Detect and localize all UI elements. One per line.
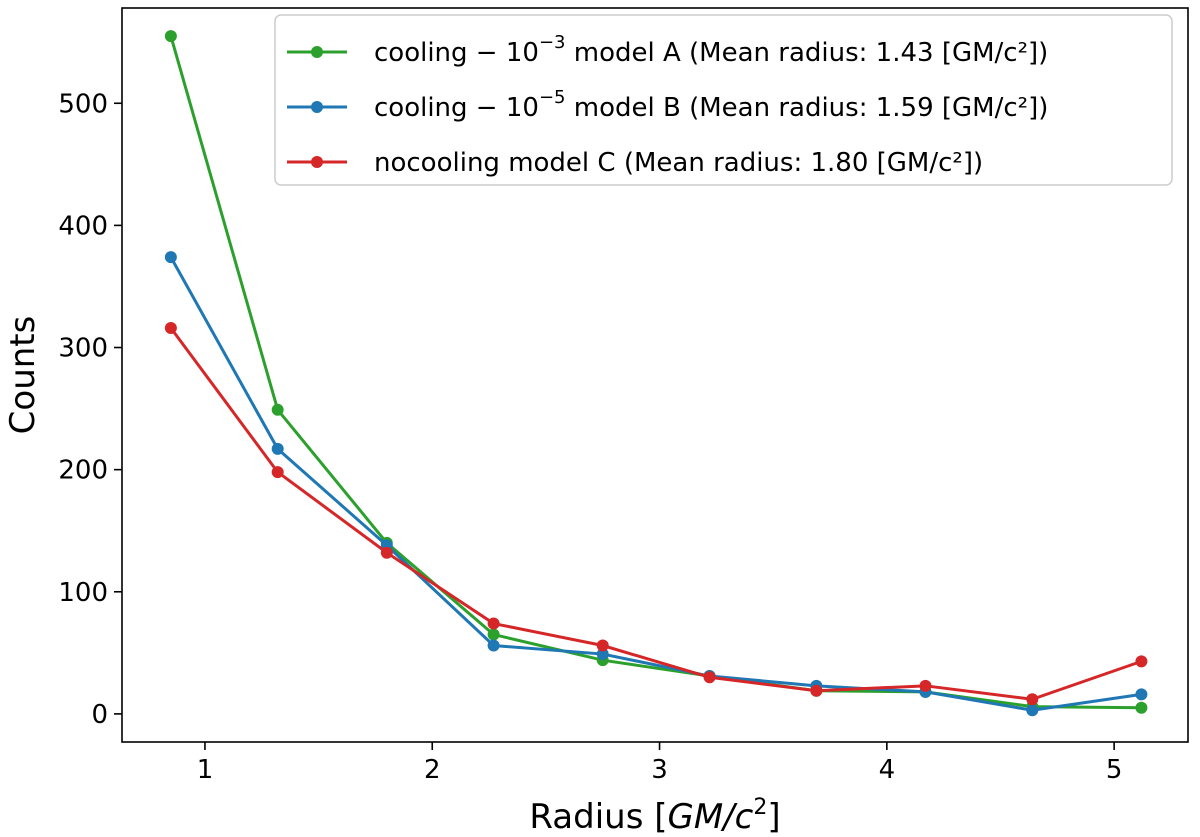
data-point bbox=[164, 30, 177, 43]
data-point bbox=[271, 466, 284, 479]
legend-marker bbox=[311, 46, 323, 58]
data-point bbox=[810, 684, 823, 697]
legend-marker bbox=[311, 101, 323, 113]
legend-entry: cooling − 10−5 model B (Mean radius: 1.5… bbox=[374, 87, 1048, 123]
data-point bbox=[1135, 688, 1148, 701]
x-tick-label: 4 bbox=[879, 755, 896, 785]
legend-marker bbox=[311, 156, 323, 168]
data-point bbox=[271, 403, 284, 416]
y-tick-label: 0 bbox=[91, 700, 108, 730]
data-point bbox=[703, 671, 716, 684]
plot-frame bbox=[121, 7, 1189, 743]
legend-entry: nocooling model C (Mean radius: 1.80 [GM… bbox=[374, 148, 983, 178]
data-point bbox=[380, 546, 393, 559]
y-axis-label: Counts bbox=[3, 316, 43, 435]
data-point bbox=[1026, 704, 1039, 717]
series-line bbox=[169, 327, 1142, 701]
y-tick-label: 300 bbox=[58, 334, 108, 364]
data-point bbox=[1135, 655, 1148, 668]
data-point bbox=[487, 628, 500, 641]
y-tick-label: 100 bbox=[58, 578, 108, 608]
series-line bbox=[169, 35, 1142, 710]
legend: cooling − 10−3 model A (Mean radius: 1.4… bbox=[274, 14, 1173, 186]
data-point bbox=[164, 321, 177, 334]
data-point bbox=[271, 442, 284, 455]
y-tick-label: 400 bbox=[58, 211, 108, 241]
data-point bbox=[1026, 693, 1039, 706]
data-point bbox=[164, 251, 177, 264]
x-tick-label: 1 bbox=[197, 755, 214, 785]
legend-box bbox=[274, 14, 1173, 186]
x-tick-label: 2 bbox=[424, 755, 441, 785]
data-point bbox=[596, 648, 609, 661]
series-2 bbox=[164, 321, 1148, 706]
series-1 bbox=[164, 251, 1148, 717]
x-axis-label: Radius [GM/c2] bbox=[529, 795, 780, 837]
x-tick-label: 3 bbox=[651, 755, 668, 785]
series-line bbox=[169, 256, 1142, 712]
data-point bbox=[487, 617, 500, 630]
data-point bbox=[487, 639, 500, 652]
legend-entry: cooling − 10−3 model A (Mean radius: 1.4… bbox=[374, 32, 1048, 68]
y-tick-label: 200 bbox=[58, 456, 108, 486]
y-tick-label: 500 bbox=[58, 89, 108, 119]
x-tick-label: 5 bbox=[1106, 755, 1123, 785]
data-point bbox=[596, 639, 609, 652]
data-point bbox=[1135, 701, 1148, 714]
data-point bbox=[919, 679, 932, 692]
